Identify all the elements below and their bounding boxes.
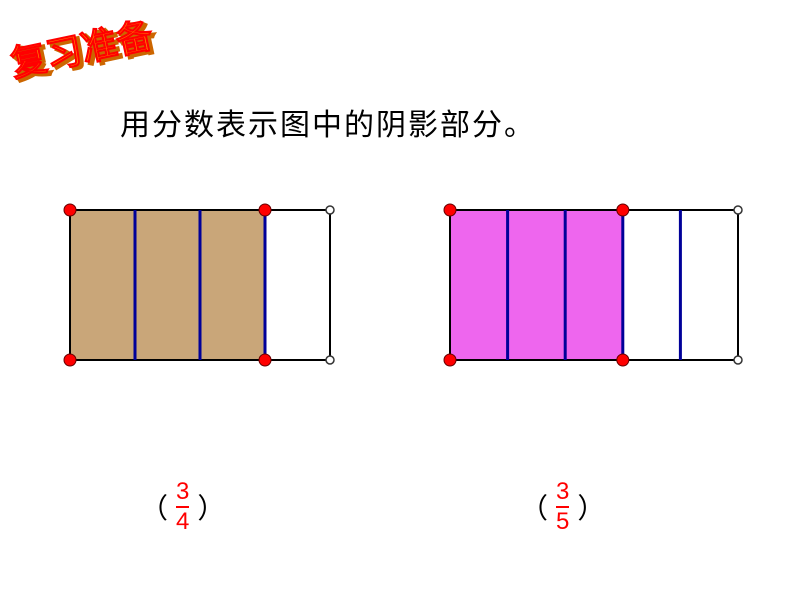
answer-left: （ 3 4 ） [140,480,225,534]
fraction-right: 3 5 [556,480,569,534]
paren-open: （ [520,487,548,527]
paren-close: ） [197,487,225,527]
numerator: 3 [556,480,569,506]
diagram-right [440,200,748,375]
denominator: 4 [176,506,189,534]
paren-close: ） [577,487,605,527]
denominator: 5 [556,506,569,534]
answer-right: （ 3 5 ） [520,480,605,534]
numerator: 3 [176,480,189,506]
fraction-left: 3 4 [176,480,189,534]
review-header-icon: 复习准备 复习准备 [5,10,185,95]
paren-open: （ [140,487,168,527]
diagram-left [60,200,340,375]
diagram-area [60,200,740,450]
instruction-text: 用分数表示图中的阴影部分。 [120,100,536,144]
svg-text:复习准备: 复习准备 [7,14,157,84]
